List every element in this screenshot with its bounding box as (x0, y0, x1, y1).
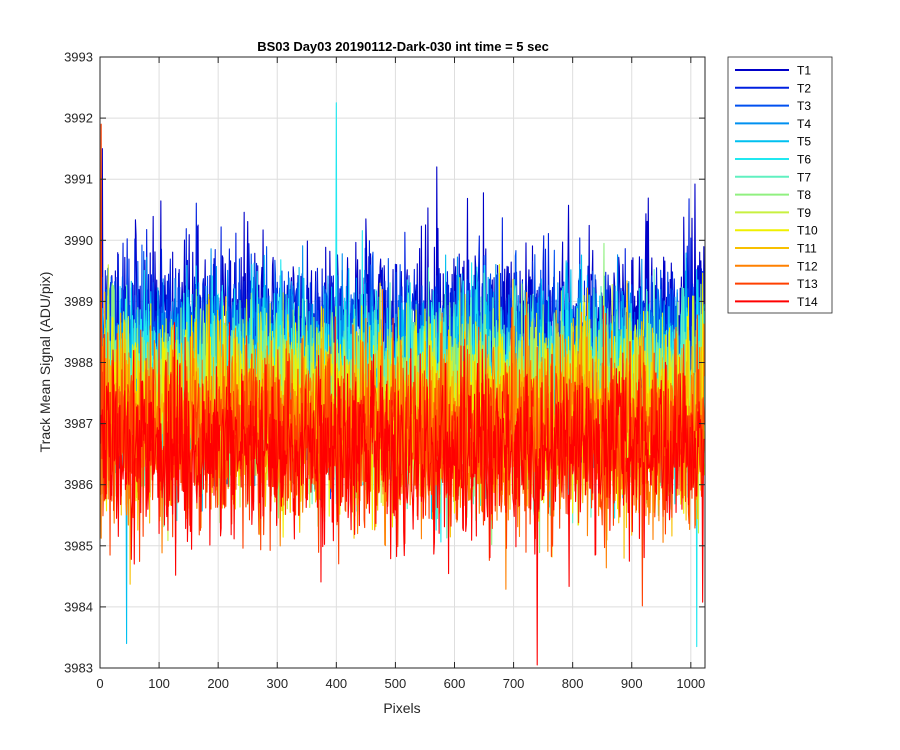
chart-title: BS03 Day03 20190112-Dark-030 int time = … (257, 39, 549, 54)
legend-label-t5: T5 (797, 135, 811, 149)
y-tick-label: 3986 (64, 477, 93, 492)
legend-label-t12: T12 (797, 259, 818, 273)
x-tick-label: 100 (148, 676, 170, 691)
legend-label-t13: T13 (797, 277, 818, 291)
x-tick-label: 800 (562, 676, 584, 691)
x-tick-label: 900 (621, 676, 643, 691)
x-axis-label: Pixels (383, 700, 420, 716)
y-tick-label: 3984 (64, 599, 93, 614)
legend-box (727, 56, 833, 314)
y-axis-label: Track Mean Signal (ADU/pix) (37, 272, 53, 453)
legend: T1 T2 T3 T4 T5 T6 T7 T8 T9 T10 T11 T12 T13 T14 (727, 56, 833, 314)
y-tick-label: 3988 (64, 355, 93, 370)
x-tick-label: 0 (96, 676, 103, 691)
legend-label-t3: T3 (797, 99, 811, 113)
y-tick-label: 3987 (64, 416, 93, 431)
x-tick-label: 500 (385, 676, 407, 691)
x-tick-label: 1000 (676, 676, 705, 691)
legend-label-t7: T7 (797, 170, 811, 184)
legend-label-t9: T9 (797, 206, 811, 220)
x-tick-label: 200 (207, 676, 229, 691)
y-tick-label: 3991 (64, 172, 93, 187)
legend-label-t11: T11 (797, 242, 817, 256)
x-tick-label: 700 (503, 676, 525, 691)
y-tick-label: 3989 (64, 294, 93, 309)
legend-label-t6: T6 (797, 153, 811, 167)
series-lines (100, 102, 705, 666)
y-tick-label: 3992 (64, 111, 93, 126)
series-line-t14 (100, 316, 705, 666)
legend-label-t4: T4 (797, 117, 811, 131)
axis-ticks: 0 100 200 300 400 500 600 700 800 900 1000 3983 3984… (64, 50, 705, 692)
legend-label-t10: T10 (797, 224, 818, 238)
legend-label-t8: T8 (797, 188, 811, 202)
legend-label-t14: T14 (797, 295, 818, 309)
x-tick-label: 300 (266, 676, 288, 691)
x-tick-label: 600 (444, 676, 466, 691)
legend-label-t1: T1 (797, 64, 811, 78)
y-tick-label: 3983 (64, 661, 93, 676)
x-tick-label: 400 (325, 676, 347, 691)
legend-label-t2: T2 (797, 81, 811, 95)
y-tick-label: 3990 (64, 233, 93, 248)
series-line-t8 (100, 242, 705, 554)
y-tick-label: 3985 (64, 538, 93, 553)
y-tick-label: 3993 (64, 50, 93, 65)
